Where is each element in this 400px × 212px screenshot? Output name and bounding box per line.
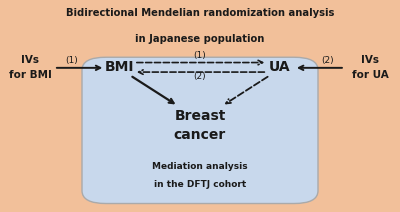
Text: Mediation analysis: Mediation analysis — [152, 162, 248, 171]
FancyBboxPatch shape — [82, 57, 318, 204]
Text: (2): (2) — [322, 56, 334, 65]
Text: in the DFTJ cohort: in the DFTJ cohort — [154, 180, 246, 189]
Text: (1): (1) — [65, 56, 78, 65]
Text: BMI: BMI — [105, 60, 135, 74]
Text: in Japanese population: in Japanese population — [135, 34, 265, 44]
Text: cancer: cancer — [174, 128, 226, 142]
Text: IVs: IVs — [21, 55, 39, 66]
Text: for BMI: for BMI — [8, 70, 52, 80]
Text: (1): (1) — [194, 51, 206, 60]
Text: (2): (2) — [194, 72, 206, 81]
Text: for UA: for UA — [352, 70, 388, 80]
Text: IVs: IVs — [361, 55, 379, 66]
Text: Breast: Breast — [174, 109, 226, 123]
Text: Bidirectional Mendelian randomization analysis: Bidirectional Mendelian randomization an… — [66, 8, 334, 18]
Text: UA: UA — [269, 60, 291, 74]
